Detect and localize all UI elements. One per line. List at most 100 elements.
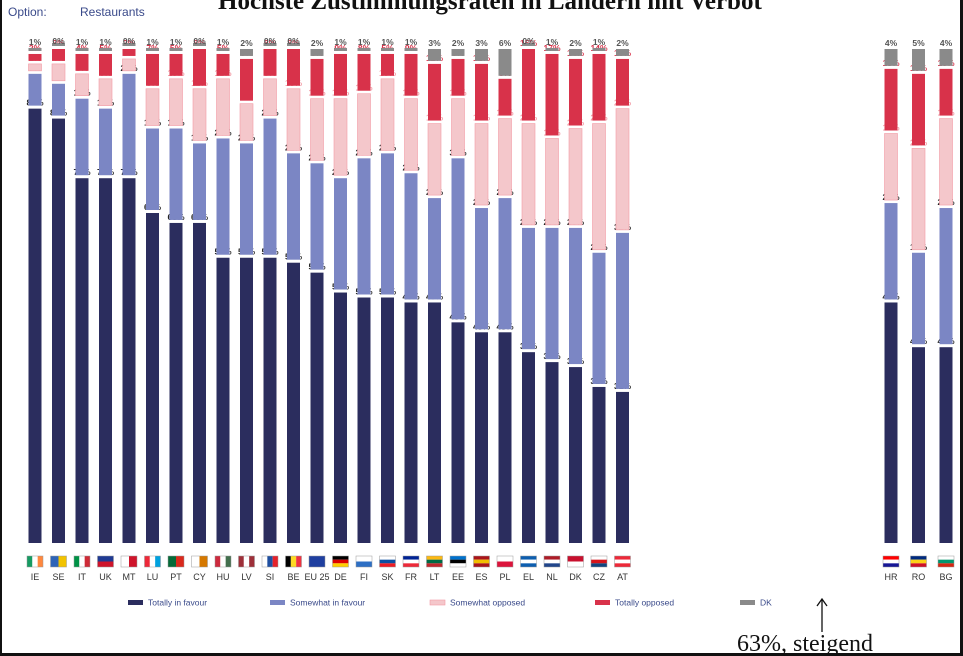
bar-segment-dk-ie [28,47,42,51]
data-label-dk-dk: 2% [569,38,582,48]
data-label-dk-ro: 5% [912,38,925,48]
data-label-dk-lv: 2% [240,38,253,48]
flag-icon-hu [214,555,232,568]
tick-label-fr: FR [405,572,417,582]
bar-segment-totally_favour-pt [169,222,183,543]
bar-segment-totally_opposed-mt [122,49,136,56]
bar-segment-totally_opposed-si [263,49,277,76]
tick-label-lv: LV [241,572,251,582]
bar-segment-somewhat_favour-eu-25 [310,163,324,270]
bar-segment-totally_opposed-fi [357,53,371,91]
bar-segment-totally_favour-ee [451,322,465,543]
data-label-dk-fr: 1% [405,37,418,47]
bar-segment-somewhat_opposed-sk [380,78,395,151]
flag-icon-de [332,555,349,568]
bar-segment-totally_opposed-lv [240,58,253,101]
bar-segment-somewhat_favour-lv [240,143,253,255]
bar-segment-totally_opposed-uk [99,53,112,76]
bar-segment-totally_opposed-be [287,49,300,86]
up-arrow-icon [816,597,828,632]
bar-segment-somewhat_opposed-lu [145,88,160,126]
bar-segment-somewhat_favour-dk [569,227,582,365]
bar-segment-totally_opposed-nl [545,53,559,136]
bar-segment-somewhat_favour-es [475,208,488,330]
bar-segment-totally_favour-si [263,257,277,543]
bar-segment-dk-ro [912,49,925,71]
frame-right-border [960,0,963,656]
data-label-dk-bg: 4% [940,38,953,48]
bar-segment-somewhat_opposed-ro [911,148,926,251]
bar-segment-totally_favour-se [52,118,65,543]
bar-segment-dk-hr [884,49,898,66]
bar-segment-totally_opposed-ee [451,58,465,96]
bar-segment-dk-ee [451,49,465,56]
bar-segment-dk-fr [404,47,418,51]
data-label-dk-hu: 1% [217,37,230,47]
bar-segment-dk-bg [939,49,953,66]
legend-label-somewhat_opposed: Somewhat opposed [450,598,525,608]
bar-segment-somewhat_favour-mt [122,73,136,176]
bar-segment-dk-sk [381,47,394,51]
flag-icon-pl [496,555,514,568]
bar-segment-totally_opposed-bg [939,68,953,116]
flag-icon-fi [355,555,373,568]
bar-segment-somewhat_opposed-bg [939,118,953,206]
bar-segment-dk-de [334,47,347,51]
tick-label-lt: LT [430,572,440,582]
tick-label-ee: EE [452,572,464,582]
data-label-dk-si: 0% [264,36,277,46]
flag-icon-ie [26,555,44,568]
bar-segment-somewhat_favour-bg [939,208,953,345]
tick-label-mt: MT [123,572,136,582]
bar-segment-totally_favour-fr [404,302,418,543]
flag-icon-fr [402,555,420,568]
bar-segment-totally_favour-it [75,178,89,543]
flag-icon-lt [426,555,443,568]
frame-left-border [0,0,2,656]
tick-label-es: ES [475,572,487,582]
data-label-dk-el: 0% [522,36,535,46]
flag-icon-es [473,555,490,568]
bar-segment-somewhat_opposed-eu-25 [310,98,324,161]
legend-label-totally_favour: Totally in favour [148,598,207,608]
data-label-dk-pl: 6% [499,38,512,48]
bar-segment-somewhat_favour-uk [99,108,112,176]
bar-segment-totally_opposed-es [475,63,488,121]
bar-segment-totally_favour-nl [545,362,559,543]
bar-segment-somewhat_favour-se [52,83,65,116]
legend-swatch-somewhat_opposed [429,599,446,606]
flag-icon-cz [590,555,608,568]
bar-segment-totally_opposed-dk [569,58,582,126]
bar-segment-totally_favour-hu [216,257,230,543]
bar-segment-somewhat_opposed-dk [568,128,583,226]
bar-segment-totally_favour-mt [122,178,136,543]
bar-segment-somewhat_opposed-es [474,123,489,206]
bar-segment-somewhat_favour-cy [193,143,206,220]
flag-icon-el [520,555,537,568]
frame-bottom-border [0,653,963,656]
bar-segment-somewhat_favour-de [334,178,347,290]
tick-label-fi: FI [360,572,368,582]
bar-segment-totally_favour-sk [381,297,394,543]
bar-segment-somewhat_opposed-hu [216,78,230,136]
bar-segment-somewhat_favour-nl [545,227,559,360]
bar-segment-somewhat_opposed-pl [498,118,512,196]
bar-segment-somewhat_favour-lu [146,128,159,211]
bar-segment-dk-lv [240,49,253,56]
bar-segment-dk-lt [428,49,441,61]
bar-segment-somewhat_opposed-el [521,123,536,226]
bar-segment-somewhat_favour-fr [404,173,418,300]
bar-segment-somewhat_opposed-lt [427,123,442,196]
flag-icon-sk [379,555,396,568]
bar-segment-totally_favour-ie [28,108,42,543]
flag-icon-eu-25 [308,555,326,568]
bar-segment-dk-se [52,43,65,46]
bar-segment-somewhat_favour-fi [357,158,371,295]
flag-icon-hr [882,555,900,568]
bar-segment-somewhat_favour-ie [28,73,42,106]
flag-icon-ee [449,555,467,568]
data-label-dk-eu-25: 2% [311,38,324,48]
legend-label-totally_opposed: Totally opposed [615,598,674,608]
bar-segment-dk-cz [592,47,606,51]
flag-icon-at [614,555,631,568]
